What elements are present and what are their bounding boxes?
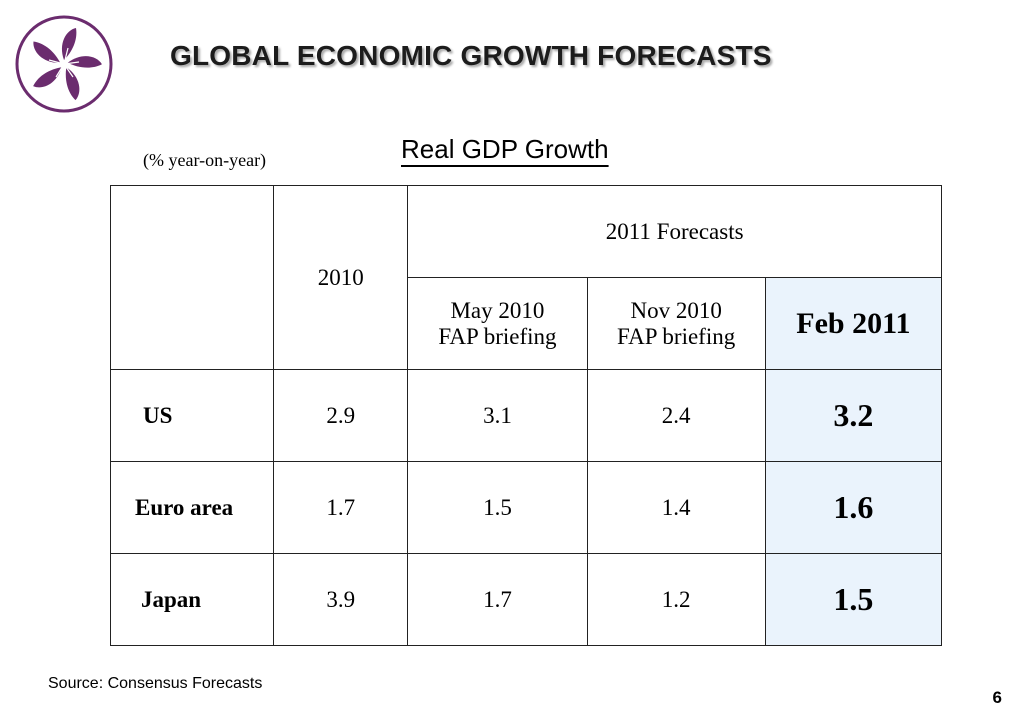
header-2011-forecasts: 2011 Forecasts — [407, 185, 942, 278]
table-row: Japan 3.9 1.7 1.2 1.5 — [109, 553, 943, 646]
cell-may: 3.1 — [407, 369, 588, 462]
cell-feb: 3.2 — [764, 369, 943, 462]
page-title: GLOBAL ECONOMIC GROWTH FORECASTS — [170, 40, 772, 71]
cell-may: 1.7 — [407, 553, 588, 646]
header-feb-2011: Feb 2011 — [764, 277, 943, 370]
cell-2010: 2.9 — [273, 369, 409, 462]
cell-2010: 3.9 — [273, 553, 409, 646]
header-nov-line1: Nov 2010 — [630, 297, 722, 323]
source-note: Source: Consensus Forecasts — [48, 675, 263, 692]
cell-2010: 1.7 — [273, 461, 409, 554]
row-label-us: US — [109, 369, 275, 462]
table-row: US 2.9 3.1 2.4 3.2 — [109, 369, 943, 462]
unit-note: (% year-on-year) — [143, 150, 267, 170]
header-may-2010: May 2010 FAP briefing — [407, 277, 588, 370]
cell-may: 1.5 — [407, 461, 588, 554]
header-2010: 2010 — [273, 185, 409, 370]
cell-nov: 1.2 — [586, 553, 766, 646]
header-nov-2010: Nov 2010 FAP briefing — [586, 277, 766, 370]
header-may-line2: FAP briefing — [438, 323, 557, 349]
cell-feb: 1.6 — [764, 461, 943, 554]
bauhinia-flower-icon — [15, 15, 113, 113]
table-row: Euro area 1.7 1.5 1.4 1.6 — [109, 461, 943, 554]
cell-feb: 1.5 — [764, 553, 943, 646]
header-nov-line2: FAP briefing — [617, 323, 736, 349]
page-number: 6 — [992, 688, 1002, 707]
cell-nov: 2.4 — [586, 369, 766, 462]
row-label-euro-area: Euro area — [109, 461, 275, 554]
gdp-growth-table: 2010 2011 Forecasts May 2010 FAP briefin… — [109, 185, 943, 646]
table-subtitle: Real GDP Growth — [401, 134, 609, 164]
cell-nov: 1.4 — [586, 461, 766, 554]
row-label-japan: Japan — [109, 553, 275, 646]
empty-header-cell — [109, 185, 275, 370]
header-may-line1: May 2010 — [450, 297, 545, 323]
